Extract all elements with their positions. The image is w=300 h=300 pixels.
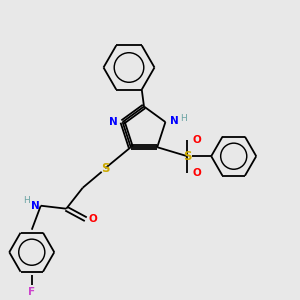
Text: H: H xyxy=(23,196,30,205)
Text: F: F xyxy=(28,287,35,297)
Text: H: H xyxy=(180,114,187,123)
Text: S: S xyxy=(101,162,110,175)
Text: S: S xyxy=(183,150,191,163)
Text: O: O xyxy=(89,214,98,224)
Text: O: O xyxy=(193,135,201,145)
Text: N: N xyxy=(31,201,39,211)
Text: N: N xyxy=(110,117,118,127)
Text: N: N xyxy=(170,116,178,125)
Text: O: O xyxy=(193,168,201,178)
